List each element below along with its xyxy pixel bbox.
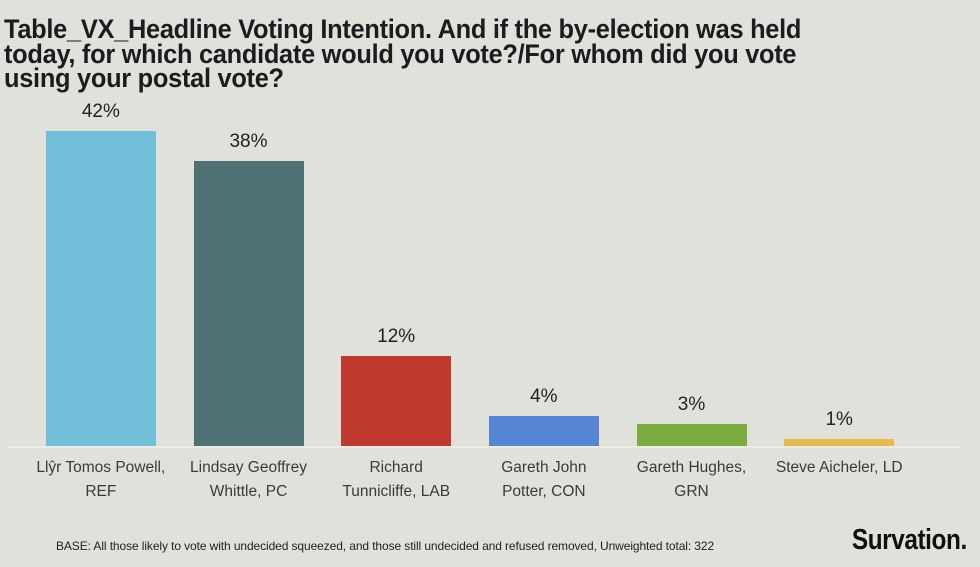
bar (636, 423, 747, 446)
chart-title-line-2: today, for which candidate would you vot… (4, 38, 797, 69)
bar-value-label: 42% (81, 101, 120, 122)
bar-value-label: 4% (530, 386, 558, 407)
plot-area: 42% 38% 12% 4% 3% 1% (27, 100, 913, 446)
bar-category-label: Steve Aicheler, LD (775, 459, 903, 476)
bar-value-label: 3% (677, 393, 706, 415)
bar-column: 3% (618, 100, 766, 446)
bar-column: 1% (765, 100, 913, 446)
bar (341, 356, 452, 446)
bar-column: 12% (322, 100, 470, 446)
bar-column: 4% (470, 100, 618, 446)
chart-title: Table_VX_Headline Voting Intention. And … (4, 14, 802, 93)
chart-title-line-3: using your postal vote? (4, 63, 284, 93)
bar-value-label: 38% (229, 131, 268, 152)
bar-column: 38% (175, 100, 323, 446)
category-axis: Llŷr Tomos Powell, REF Lindsay Geoffrey W… (27, 456, 913, 504)
x-axis-line (8, 446, 960, 448)
bar-category-label: Llŷr Tomos Powell, REF (36, 459, 166, 500)
base-note: BASE: All those likely to vote with unde… (56, 539, 715, 553)
survation-logo: Survation. (852, 524, 967, 556)
bar-value-label: 12% (377, 326, 416, 347)
bar-category-label: Gareth John Potter, CON (501, 459, 587, 500)
bar-category-label: Gareth Hughes, GRN (636, 459, 747, 500)
bar-category-label: Lindsay Geoffrey Whittle, PC (190, 459, 307, 500)
bar (193, 161, 304, 446)
bar (784, 438, 895, 446)
bar (488, 416, 599, 446)
chart-title-line-1: Table_VX_Headline Voting Intention. And … (4, 14, 802, 44)
bar-column: 42% (27, 100, 175, 446)
bar (45, 131, 156, 446)
bar-category-label: Richard Tunnicliffe, LAB (342, 459, 451, 500)
bar-value-label: 1% (825, 408, 853, 430)
